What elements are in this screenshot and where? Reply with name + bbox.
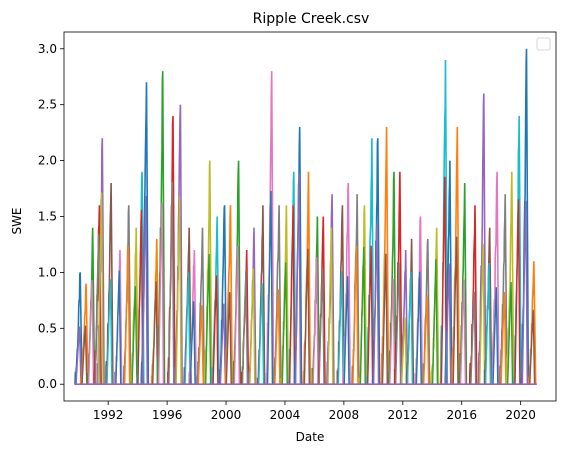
series-line (224, 205, 233, 385)
series-line (327, 227, 334, 385)
series-line (115, 270, 122, 385)
series-line (75, 326, 82, 385)
series-line (274, 289, 281, 385)
series-line (289, 205, 296, 385)
series-line (233, 245, 240, 385)
series-line (479, 243, 486, 385)
x-tick-label: 2004 (270, 408, 301, 422)
series-line (529, 309, 536, 385)
series-line (337, 271, 344, 385)
y-tick-label: 1.5 (38, 210, 57, 224)
y-axis-ticks: 0.0 0.5 1.0 1.5 2.0 2.5 3.0 (38, 42, 64, 391)
series-line (81, 325, 88, 385)
series-line (184, 272, 191, 385)
series-line (137, 209, 144, 385)
series-line (175, 196, 182, 385)
series-line (212, 275, 219, 385)
series-line (106, 279, 113, 385)
series-line (500, 291, 507, 385)
series-line (141, 195, 148, 385)
series-line (492, 287, 499, 385)
y-axis-label: SWE (10, 207, 24, 234)
series-line (381, 253, 388, 385)
series-line (281, 262, 288, 385)
series-line (520, 48, 530, 385)
series-line (395, 262, 402, 385)
y-tick-label: 0.0 (38, 377, 57, 391)
series-line (440, 176, 447, 385)
series-line (423, 295, 430, 385)
series-line (459, 279, 467, 385)
series-line (189, 301, 196, 385)
series-line (505, 171, 515, 385)
series-line (157, 202, 165, 385)
series-line (367, 245, 374, 385)
series-line (130, 227, 139, 385)
x-tick-label: 2008 (329, 408, 360, 422)
y-tick-label: 1.0 (38, 265, 57, 279)
series-line (507, 281, 514, 385)
series-line (389, 278, 396, 385)
series-line (458, 182, 468, 385)
y-tick-label: 0.5 (38, 321, 57, 335)
series-line (124, 245, 131, 385)
series-line (87, 279, 95, 385)
y-tick-label: 3.0 (38, 42, 57, 56)
series-line (484, 262, 492, 385)
series-line (470, 291, 477, 385)
x-tick-label: 2000 (211, 408, 242, 422)
series-line (312, 257, 319, 385)
y-tick-label: 2.5 (38, 98, 57, 112)
series-line (352, 245, 359, 385)
series-line (359, 246, 366, 385)
series-line (318, 268, 325, 385)
series-line (225, 292, 232, 385)
x-axis-label: Date (296, 430, 325, 444)
series-line (514, 199, 521, 385)
series-line (380, 126, 390, 385)
series-line (249, 268, 256, 385)
series-line (343, 276, 350, 385)
chart-title: Ripple Creek.csv (253, 11, 370, 27)
series-line (499, 194, 508, 385)
x-axis-ticks: 1992 1996 2000 2004 2008 2012 2016 2020 (93, 401, 536, 422)
series-line (197, 305, 204, 385)
series-line (452, 236, 459, 385)
y-tick-label: 2.0 (38, 154, 57, 168)
series-line (97, 192, 104, 385)
series-line (415, 271, 422, 385)
x-tick-label: 2020 (505, 408, 536, 422)
series-line (400, 317, 408, 385)
series-line (152, 281, 159, 385)
series-line (406, 271, 414, 385)
x-tick-label: 1996 (152, 408, 183, 422)
x-tick-label: 2016 (446, 408, 477, 422)
series-line (219, 303, 226, 385)
series-line (205, 253, 212, 385)
series-line (477, 93, 487, 385)
series-line (521, 200, 528, 385)
series-line (491, 171, 500, 385)
series-line (196, 227, 205, 385)
series-line (372, 222, 380, 385)
series-line (266, 190, 274, 385)
series-line (451, 126, 460, 385)
series-line (241, 270, 249, 385)
series-line (445, 263, 452, 385)
series-line (131, 286, 138, 385)
series-line (258, 283, 265, 385)
series-line (431, 259, 439, 385)
series-line (294, 173, 302, 385)
x-tick-label: 1992 (93, 408, 124, 422)
legend-box[interactable] (536, 37, 551, 51)
series-layer (74, 48, 537, 386)
series-line (168, 181, 175, 385)
series-line (303, 248, 310, 385)
x-tick-label: 2012 (388, 408, 419, 422)
